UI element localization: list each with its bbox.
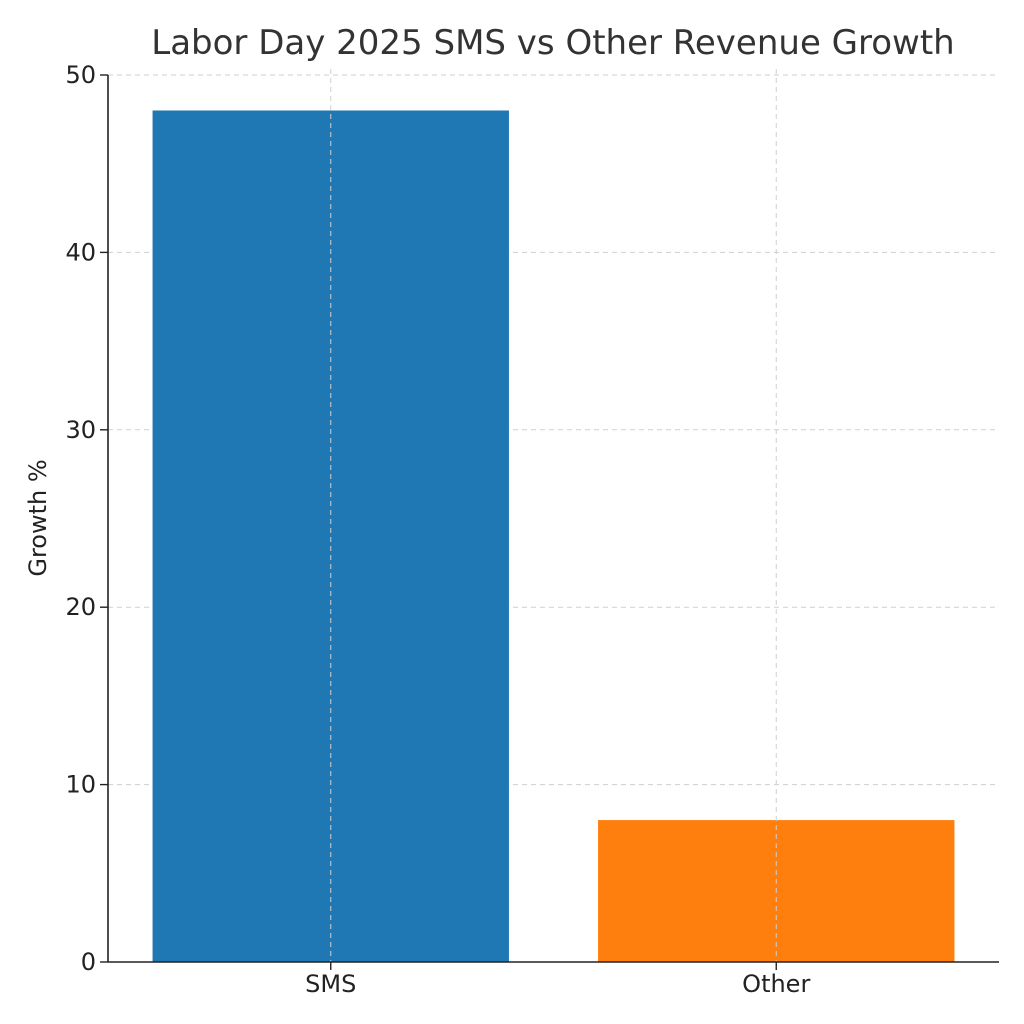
bars-layer [152, 110, 955, 963]
y-tick-label: 50 [65, 61, 96, 89]
ticks-layer: 0 10 20 30 40 50 SMS Other [65, 61, 810, 998]
chart-title: Labor Day 2025 SMS vs Other Revenue Grow… [151, 23, 954, 63]
x-grid-layer [330, 69, 777, 962]
x-tick-label: SMS [305, 970, 356, 998]
y-axis-label: Growth % [24, 459, 52, 576]
y-tick-label: 40 [65, 238, 96, 266]
y-tick-label: 30 [65, 416, 96, 444]
y-tick-label: 0 [81, 948, 96, 976]
y-tick-label: 20 [65, 593, 96, 621]
axes-layer [107, 75, 999, 963]
y-tick-label: 10 [65, 771, 96, 799]
x-tick-label: Other [742, 970, 810, 998]
